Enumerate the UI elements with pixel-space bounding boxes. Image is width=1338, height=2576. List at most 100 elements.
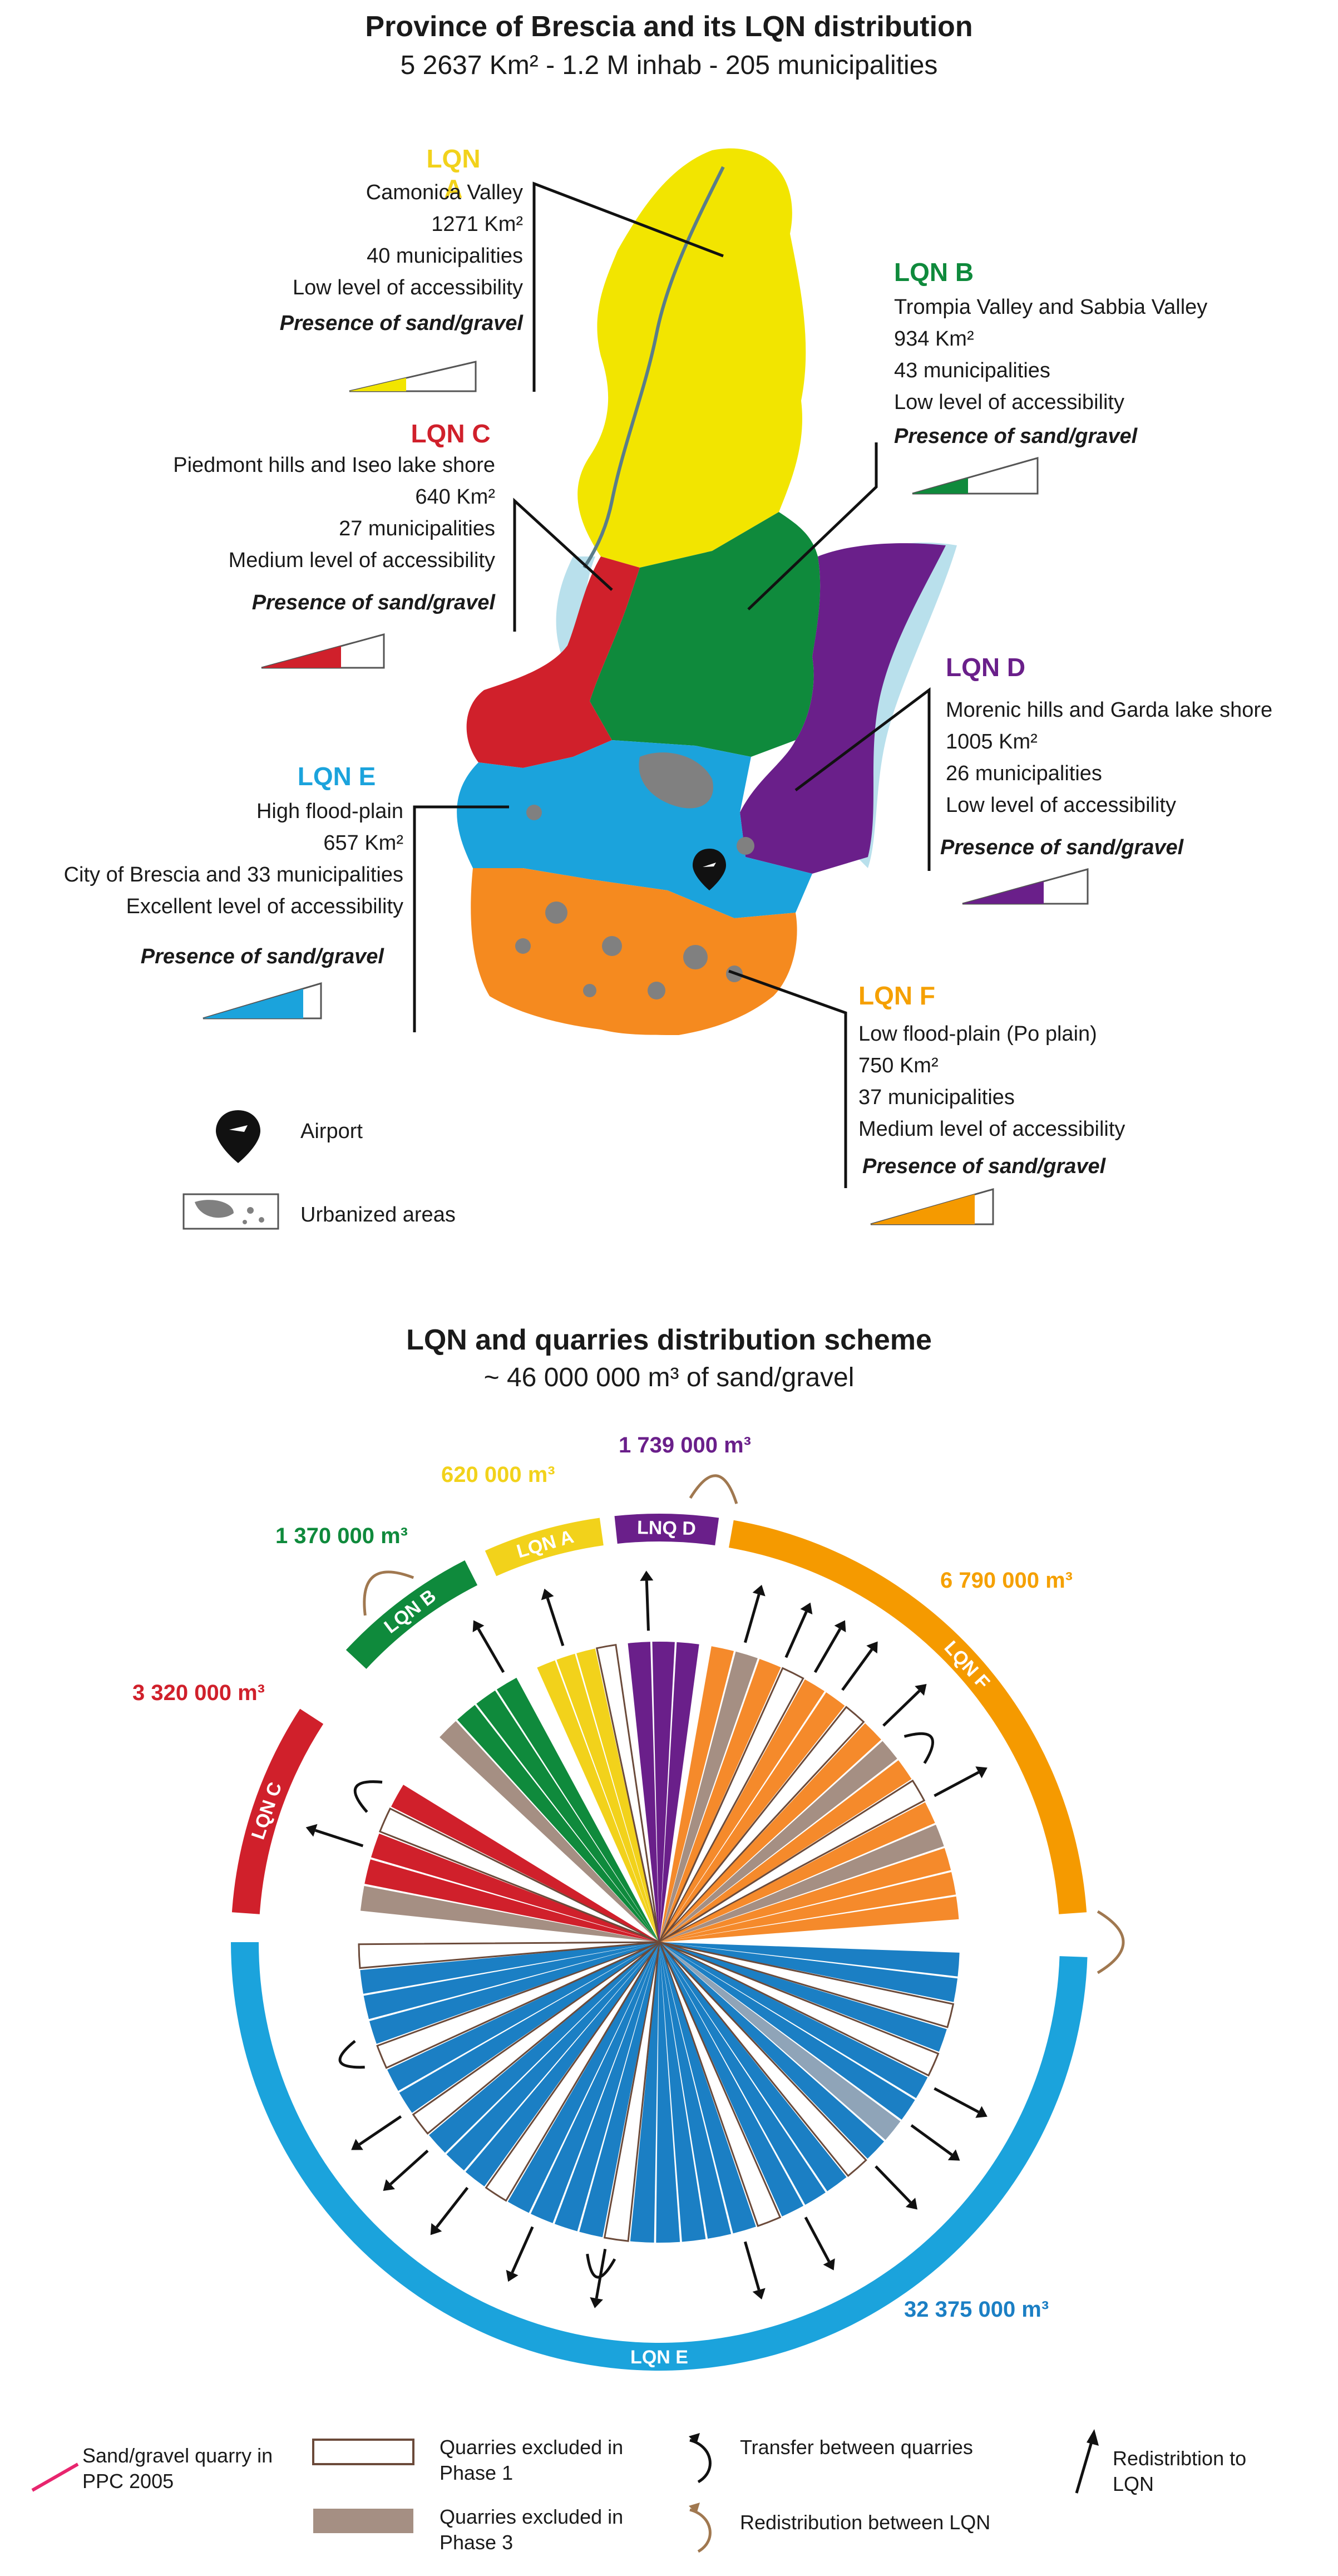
redistribution-arrow [743,1594,761,1643]
quarry-wedge-e [387,1942,659,2091]
redistribution-arrow-head [866,1641,878,1654]
ring-arc-lqn-c [231,1708,324,1914]
area-lqn-b [590,512,821,757]
area-lqn-a [577,148,806,568]
quarry-wedge-c [364,1859,659,1942]
airport-icon [693,849,726,890]
quarry-wedge-f [659,1741,897,1942]
quarry-wedge-e [659,1942,960,1977]
lqn-d-info: Morenic hills and Garda lake shore 1005 K… [946,698,1273,817]
quarry-wedge-f [659,1679,825,1942]
redistribution-arrow-head [800,1602,813,1615]
quarry-wedge-e [603,1942,660,2242]
lqn-a-heading: LQN A [426,144,481,203]
scheme-subtitle: ~ 46 000 000 m³ of sand/gravel [483,1363,855,1392]
legend-urbanized-label: Urbanized areas [300,1203,456,1227]
quarry-wedge-e [465,1942,659,2187]
ring-arc-lqn-b [345,1560,478,1669]
quarry-wedge-f [658,1667,804,1943]
redistribution-arrow-head [823,2258,835,2270]
presence-bars [203,361,1089,1225]
redistribution-arrow [934,1771,980,1797]
quarry-wedge-f [659,1658,781,1942]
map-subtitle: 5 2637 Km² - 1.2 M inhab - 205 municipal… [400,51,938,80]
volume-lqn-b: 1 370 000 m³ [275,1524,408,1548]
legend-redistribution-to-icon [1075,2436,1095,2494]
volume-lqn-c: 3 320 000 m³ [132,1681,265,1705]
lqn-e-presence: Presence of sand/gravel [140,945,384,968]
leader-lqn-b [747,442,878,610]
redistribution-arrow-head [590,2297,603,2308]
legend-transfer-icon [689,2439,712,2484]
redistribution-arrow-head [975,1766,988,1779]
quarry-wedge-e [658,1941,867,2178]
redistribution-arrow [546,1598,565,1647]
quarry-wedge-b [476,1690,659,1942]
quarry-wedge-d [628,1642,659,1942]
quarry-wedge-e [446,1942,659,2171]
legend-urbanized-swatch [182,1193,279,1230]
quarry-wedge-e [659,1942,915,2120]
redistribution-arrow [358,2115,402,2146]
quarry-wedge-e [659,1942,756,2234]
quarry-wedge-e [659,1942,804,2217]
legend-redistribution-lqn-icon [689,2508,712,2553]
quarry-wedge-f [659,1779,926,1943]
quarry-wedge-b [457,1705,659,1942]
redistribution-arrow-head [905,2198,918,2210]
transfer-arrow [338,2040,365,2069]
map-title: Province of Brescia and its LQN distribu… [365,11,973,43]
quarry-wedge-e [360,1942,659,1994]
redistribution-lqn-arrow [363,1570,414,1616]
leader-lqn-e [413,805,509,1032]
quarry-wedge-a [595,1643,660,1943]
quarry-wedge-f [659,1723,881,1942]
leader-lqn-f [728,969,847,1188]
redistribution-arrow-head [506,2269,519,2282]
leader-lqn-a [532,181,724,392]
quarry-wedge-e [363,1942,659,2020]
legend-redistribution-to-label: Redistribtion to LQN [1113,2447,1247,2495]
quarry-wedge-f [659,1692,845,1942]
redistribution-arrow [389,2149,429,2185]
quarry-wedge-f [659,1646,734,1942]
legend-quarry-label: Sand/gravel quarry in PPC 2005 [82,2444,273,2493]
lqn-f-heading: LQN F [858,981,935,1010]
quarry-wedge-e [659,1942,901,2140]
quarry-wedge-a [537,1660,659,1942]
lqn-b-info: Trompia Valley and Sabbia Valley 934 Km² … [894,295,1208,414]
redistribution-arrow [813,1628,842,1673]
quarry-wedge-e [429,1942,659,2153]
quarry-wedge-c [378,1807,660,1943]
lqn-a-presence: Presence of sand/gravel [279,312,523,335]
redistribution-arrow-head [947,2149,960,2161]
quarry-wedge-e [369,1942,659,2044]
quarry-wedge-e [485,1942,660,2202]
area-lqn-d [740,543,946,874]
lqn-b-presence: Presence of sand/gravel [894,425,1138,448]
quarry-wedge-f [659,1848,951,1942]
quarry-wedge-e [579,1942,659,2238]
lqn-b-heading: LQN B [894,258,974,287]
lqn-c-info: Piedmont hills and Iseo lake shore 640 Km… [173,454,495,572]
quarry-wedge-e [530,1942,659,2223]
legend-redistribution-lqn-label: Redistribution between LQN [740,2511,991,2534]
redistribution-arrow [645,1580,650,1631]
quarry-wedge-e [554,1942,659,2232]
redistribution-arrow [784,1611,808,1658]
quarry-wedge-d [659,1642,699,1942]
lqn-c-presence: Presence of sand/gravel [251,591,495,614]
redistribution-arrow [934,2087,980,2114]
redistribution-arrow-head [975,2106,988,2118]
ring-arc-lqn-a [485,1518,604,1577]
quarry-wedge-e [659,1942,928,2099]
quarry-wedge-e [507,1942,659,2213]
legend-phase1-label: Quarries excluded in Phase 1 [440,2436,624,2484]
leader-lqn-d [794,687,931,871]
redistribution-arrow [882,1690,921,1727]
ring-label-lqn-d: LNQ D [637,1517,696,1539]
quarry-wedge-e [659,1942,947,2052]
